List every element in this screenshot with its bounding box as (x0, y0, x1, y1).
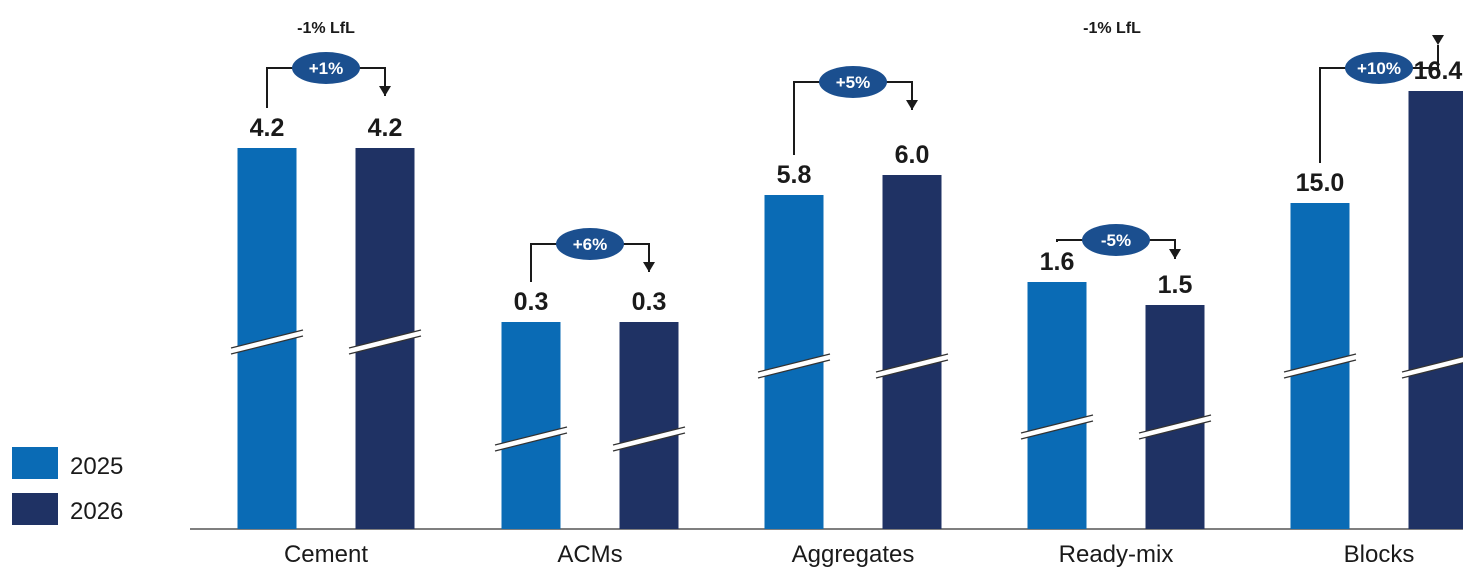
change-bracket-ready-mix: -5% (1056, 224, 1181, 259)
legend-label-2025: 2025 (70, 453, 123, 480)
axis-break-blocks-2025 (1283, 353, 1357, 379)
axis-break-acms-2025 (494, 426, 568, 452)
bar-ready-mix-2025 (1027, 282, 1087, 529)
bar-blocks-2026 (1408, 91, 1463, 529)
change-bracket-aggregates: +5% (793, 66, 918, 155)
axis-break-aggregates-2026 (875, 353, 949, 379)
change-bracket-acms: +6% (530, 228, 655, 282)
change-badge-blocks: +10% (1345, 52, 1413, 84)
axis-break-acms-2026 (612, 426, 686, 452)
bar-aggregates-2026 (882, 175, 942, 529)
category-label-acms: ACMs (557, 541, 622, 568)
lfl-annotation-left: -1% LfL (297, 20, 355, 37)
axis-break-ready-mix-2026 (1138, 414, 1212, 440)
legend-swatch-2025 (12, 447, 58, 479)
value-label-ready-mix-2026: 1.5 (1158, 271, 1193, 299)
change-badge-ready-mix: -5% (1082, 224, 1150, 256)
change-value-ready-mix: -5% (1101, 231, 1131, 250)
axis-break-cement-2025 (230, 329, 304, 355)
value-label-aggregates-2025: 5.8 (777, 161, 812, 189)
legend-label-2026: 2026 (70, 498, 123, 525)
axis-break-aggregates-2025 (757, 353, 831, 379)
value-label-aggregates-2026: 6.0 (895, 141, 930, 169)
category-label-aggregates: Aggregates (792, 541, 915, 568)
axis-breaks (230, 329, 1463, 452)
legend: 2025 2026 (12, 447, 123, 525)
change-annotations: +1% +6% +5% -5% +10% (266, 35, 1444, 282)
change-value-blocks: +10% (1357, 59, 1401, 78)
change-bracket-blocks: +10% (1319, 35, 1444, 163)
value-label-blocks-2025: 15.0 (1296, 169, 1345, 197)
category-label-ready-mix: Ready-mix (1059, 541, 1174, 568)
bar-acms-2025 (501, 322, 561, 529)
bar-acms-2026 (619, 322, 679, 529)
value-label-cement-2025: 4.2 (250, 114, 285, 142)
change-value-acms: +6% (573, 235, 608, 254)
change-badge-cement: +1% (292, 52, 360, 84)
legend-swatch-2026 (12, 493, 58, 525)
value-labels: 4.2 4.2 Cement 0.3 0.3 ACMs 5.8 6.0 Aggregates 1.… (250, 57, 1463, 568)
change-value-cement: +1% (309, 59, 344, 78)
category-label-cement: Cement (284, 541, 368, 568)
change-badge-acms: +6% (556, 228, 624, 260)
change-value-aggregates: +5% (836, 73, 871, 92)
lfl-annotation-right: -1% LfL (1083, 20, 1141, 37)
change-badge-aggregates: +5% (819, 66, 887, 98)
axis-break-ready-mix-2025 (1020, 414, 1094, 440)
value-label-acms-2026: 0.3 (632, 288, 667, 316)
value-label-acms-2025: 0.3 (514, 288, 549, 316)
value-label-cement-2026: 4.2 (368, 114, 403, 142)
axis-break-cement-2026 (348, 329, 422, 355)
category-label-blocks: Blocks (1344, 541, 1415, 568)
bars-layer (237, 91, 1463, 529)
axis-break-blocks-2026 (1401, 356, 1463, 379)
bar-ready-mix-2026 (1145, 305, 1205, 529)
value-label-ready-mix-2025: 1.6 (1040, 248, 1075, 276)
change-bracket-cement: +1% (266, 52, 391, 108)
